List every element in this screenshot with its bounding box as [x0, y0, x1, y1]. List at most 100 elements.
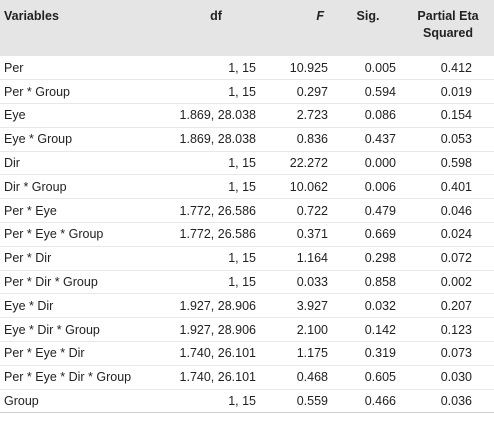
- table-cell: 1, 15: [228, 84, 256, 99]
- table-cell: 0.030: [440, 370, 472, 385]
- table-cell: 0.024: [440, 227, 472, 242]
- header-cell: Sig.: [356, 9, 380, 23]
- table-cell: 0.437: [364, 132, 396, 147]
- table-cell: 0.032: [364, 298, 396, 313]
- table-row: Per * Eye 1.772, 26.586 0.722 0.479 0.046: [0, 199, 494, 223]
- table-cell: 1.740, 26.101: [179, 370, 256, 385]
- table-row: Per * Eye * Dir 1.740, 26.101 1.175 0.319 0.…: [0, 342, 494, 366]
- table-cell: Per: [4, 60, 24, 75]
- table-cell: 0.053: [440, 132, 472, 147]
- table-cell: 1, 15: [228, 60, 256, 75]
- table-row: Per * Group 1, 15 0.297 0.594 0.019: [0, 80, 494, 104]
- table-cell: Per * Eye * Dir * Group: [4, 370, 132, 385]
- table-cell: 0.559: [296, 394, 328, 409]
- table-cell: 0.005: [364, 60, 396, 75]
- table-cell: 0.594: [364, 84, 396, 99]
- table-cell: Per * Group: [4, 84, 71, 99]
- table-cell: Eye * Dir: [4, 298, 54, 313]
- table-cell: 0.412: [440, 60, 472, 75]
- header-cell: Variables: [4, 9, 59, 23]
- table-cell: 2.100: [296, 322, 328, 337]
- table-cell: Per * Dir * Group: [4, 275, 98, 290]
- table-cell: 0.371: [296, 227, 328, 242]
- table-cell: 1.927, 28.906: [179, 298, 256, 313]
- table-cell: 1.772, 26.586: [179, 203, 256, 218]
- table-cell: 1.772, 26.586: [179, 227, 256, 242]
- table-cell: 0.669: [364, 227, 396, 242]
- table-cell: 0.033: [296, 275, 328, 290]
- table-cell: 0.154: [440, 108, 472, 123]
- table-cell: 0.297: [296, 84, 328, 99]
- table-cell: 22.272: [289, 156, 328, 171]
- table-cell: 1.740, 26.101: [179, 346, 256, 361]
- table-cell: 1.927, 28.906: [179, 322, 256, 337]
- table-cell: 0.073: [440, 346, 472, 361]
- table-cell: Group: [4, 394, 39, 409]
- table-cell: 0.468: [296, 370, 328, 385]
- table-body: Per 1, 15 10.925 0.005 0.412 Per * Group 1, 15…: [0, 56, 494, 413]
- table-cell: Per * Eye * Dir: [4, 346, 85, 361]
- table-cell: 0.858: [364, 275, 396, 290]
- table-cell: Eye * Group: [4, 132, 73, 147]
- table-cell: 0.046: [440, 203, 472, 218]
- table-cell: 1.175: [296, 346, 328, 361]
- table-row: Eye * Dir * Group 1.927, 28.906 2.100 0.142…: [0, 318, 494, 342]
- table-row: Per * Dir 1, 15 1.164 0.298 0.072: [0, 246, 494, 271]
- table-row: Dir * Group 1, 15 10.062 0.006 0.401: [0, 175, 494, 199]
- table-header: Variables df F Sig. Partial Eta Squared: [0, 0, 494, 56]
- table-row: Eye * Dir 1.927, 28.906 3.927 0.032 0.207: [0, 294, 494, 318]
- table-cell: 0.019: [440, 84, 472, 99]
- table-cell: 0.401: [440, 179, 472, 194]
- table-cell: 0.006: [364, 179, 396, 194]
- table-cell: 3.927: [296, 298, 328, 313]
- table-cell: 1.869, 28.038: [179, 132, 256, 147]
- table-cell: 1, 15: [228, 156, 256, 171]
- table-cell: 1, 15: [228, 179, 256, 194]
- table-cell: 0.598: [440, 156, 472, 171]
- table-row: Dir 1, 15 22.272 0.000 0.598: [0, 151, 494, 175]
- table-cell: 0.479: [364, 203, 396, 218]
- header-cell: Partial Eta Squared: [417, 9, 479, 40]
- header-row: Variables df F Sig. Partial Eta Squared: [0, 0, 494, 56]
- table-cell: 0.207: [440, 298, 472, 313]
- table-cell: Per * Eye: [4, 203, 57, 218]
- table-cell: Eye * Dir * Group: [4, 322, 100, 337]
- table-cell: Dir * Group: [4, 179, 67, 194]
- table-row: Per * Dir * Group 1, 15 0.033 0.858 0.002: [0, 270, 494, 294]
- table-row: Eye 1.869, 28.038 2.723 0.086 0.154: [0, 104, 494, 128]
- table-cell: 0.072: [440, 251, 472, 266]
- table-cell: 0.036: [440, 394, 472, 409]
- table-cell: 0.605: [364, 370, 396, 385]
- table-cell: Dir: [4, 156, 20, 171]
- header-cell: df: [210, 9, 222, 23]
- table-row: Eye * Group 1.869, 28.038 0.836 0.437 0.053: [0, 127, 494, 152]
- table-cell: 10.062: [289, 179, 328, 194]
- table-cell: 2.723: [296, 108, 328, 123]
- header-cell: F: [316, 9, 324, 23]
- table-cell: 0.298: [364, 251, 396, 266]
- table-cell: 0.123: [440, 322, 472, 337]
- table-row: Group 1, 15 0.559 0.466 0.036: [0, 389, 494, 413]
- table-cell: 0.086: [364, 108, 396, 123]
- table-cell: Eye: [4, 108, 26, 123]
- anova-table: Variables df F Sig. Partial Eta Squared Per 1…: [0, 0, 494, 413]
- table-cell: 10.925: [289, 60, 328, 75]
- table-cell: Per * Eye * Group: [4, 227, 104, 242]
- table-row: Per * Eye * Dir * Group 1.740, 26.101 0.46…: [0, 365, 494, 390]
- table-cell: 0.002: [440, 275, 472, 290]
- table-cell: 0.836: [296, 132, 328, 147]
- table-row: Per 1, 15 10.925 0.005 0.412: [0, 56, 494, 80]
- table-cell: 1, 15: [228, 394, 256, 409]
- table-cell: 1.869, 28.038: [179, 108, 256, 123]
- table-cell: 0.319: [364, 346, 396, 361]
- table-cell: Per * Dir: [4, 251, 52, 266]
- table-cell: 1, 15: [228, 251, 256, 266]
- table-cell: 0.722: [296, 203, 328, 218]
- table-cell: 0.466: [364, 394, 396, 409]
- table-cell: 0.142: [364, 322, 396, 337]
- table-row: Per * Eye * Group 1.772, 26.586 0.371 0.669…: [0, 223, 494, 247]
- table-cell: 1.164: [296, 251, 328, 266]
- table-cell: 1, 15: [228, 275, 256, 290]
- table-cell: 0.000: [364, 156, 396, 171]
